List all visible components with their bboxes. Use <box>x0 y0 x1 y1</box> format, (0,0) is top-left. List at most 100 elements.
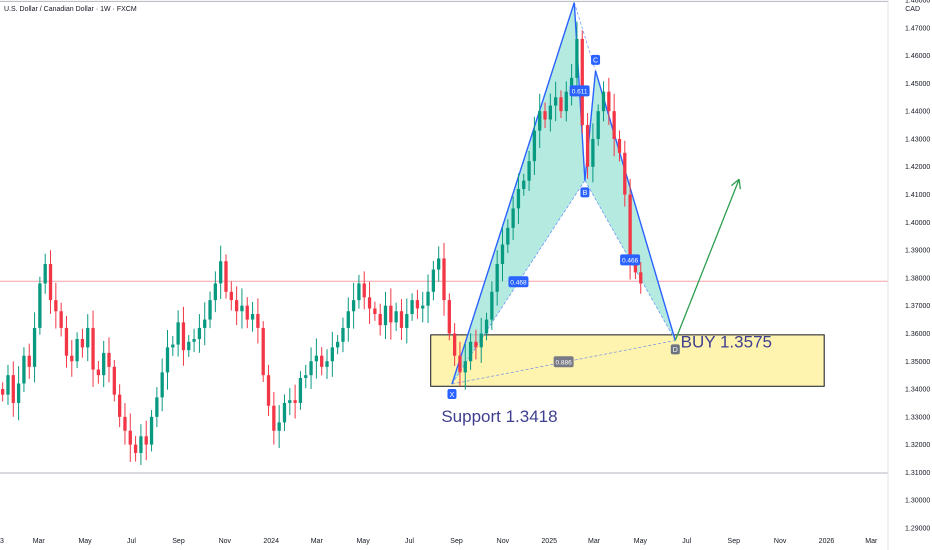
y-tick-label: 1.48000 <box>905 0 930 5</box>
ratio-label: 0.466 <box>622 258 639 265</box>
candle-body <box>48 264 53 301</box>
x-tick-label: May <box>78 538 92 545</box>
x-tick-label: 2026 <box>819 538 835 545</box>
pattern-point-badge <box>447 389 457 400</box>
support-annotation: Support 1.3418 <box>441 407 557 426</box>
candle-body <box>314 355 319 362</box>
candle-body <box>11 375 15 403</box>
candle-body <box>399 311 404 328</box>
candle-body <box>272 405 276 431</box>
candle-body <box>22 355 26 384</box>
y-tick-label: 1.43000 <box>905 136 930 143</box>
candle-body <box>96 369 101 376</box>
ratio-label: 0.611 <box>572 89 588 96</box>
candle-body <box>452 333 457 356</box>
candle-body <box>224 261 228 292</box>
candle-body <box>601 91 606 112</box>
candle-body <box>607 91 611 112</box>
ratio-label: 0.886 <box>556 360 573 367</box>
candle-body <box>378 314 382 326</box>
y-tick-label: 1.41000 <box>905 192 930 199</box>
candle-body <box>282 402 287 423</box>
candle-body <box>304 375 308 378</box>
candle-body <box>527 161 531 181</box>
candle-body <box>250 314 255 320</box>
y-tick-label: 1.32000 <box>905 442 930 449</box>
candle-body <box>437 258 441 270</box>
x-tick-label: 2025 <box>541 538 557 545</box>
candle-body <box>27 355 31 367</box>
x-tick-label: Nov <box>219 538 232 545</box>
pattern-point-label: B <box>583 190 588 197</box>
candle-body <box>197 327 202 340</box>
y-tick-label: 1.42000 <box>905 164 930 171</box>
candle-body <box>107 352 111 367</box>
candle-body <box>362 283 366 298</box>
pattern-ratio-line <box>451 340 676 385</box>
candle-body <box>623 152 627 195</box>
candle-body <box>490 291 494 320</box>
candle-body <box>229 291 233 301</box>
candle-body <box>75 339 79 362</box>
candle-body <box>591 138 595 167</box>
candlesticks <box>1 21 643 466</box>
chart-title: U.S. Dollar / Canadian Dollar · 1W · FXC… <box>4 6 137 13</box>
ratio-badge <box>508 276 529 288</box>
candle-body <box>261 327 265 376</box>
pattern-point-badge <box>580 187 590 198</box>
arrow-head <box>738 179 741 190</box>
candle-body <box>463 361 467 373</box>
candle-body <box>176 322 180 345</box>
candle-body <box>336 341 340 348</box>
support-zone <box>430 334 825 387</box>
candle-body <box>64 327 69 356</box>
pattern-leg <box>451 2 575 385</box>
buy-annotation: BUY 1.3575 <box>681 332 772 351</box>
candle-body <box>628 194 632 264</box>
y-tick-label: 1.37000 <box>905 303 930 310</box>
candle-body <box>447 300 451 334</box>
candle-body <box>1 389 5 395</box>
candle-body <box>538 111 542 131</box>
pattern-point-badge <box>591 54 601 65</box>
candle-body <box>516 188 521 209</box>
candle-body <box>80 339 85 348</box>
pattern-point-label: D <box>673 347 678 354</box>
candle-body <box>474 341 478 348</box>
candle-body <box>309 361 313 376</box>
pattern-ratio-line <box>573 2 596 71</box>
candle-body <box>341 327 345 342</box>
candle-body <box>468 341 473 362</box>
candle-body <box>580 38 584 126</box>
candle-body <box>421 305 425 309</box>
candle-body <box>144 436 148 445</box>
y-tick-label: 1.44000 <box>905 109 930 116</box>
x-tick-label: 23 <box>0 538 4 545</box>
pattern-point-label: C <box>593 58 598 65</box>
x-axis: 23 Mar May Jul Sep Nov 2024 Mar May Jul Sep Nov 2025… <box>0 538 878 545</box>
x-tick-label: 2024 <box>263 538 279 545</box>
y-tick-label: 1.38000 <box>905 275 930 282</box>
candle-body <box>171 344 175 348</box>
candle-body <box>234 300 239 312</box>
candle-body <box>32 327 37 367</box>
candle-body <box>59 311 63 328</box>
candle-body <box>256 314 260 328</box>
y-tick-label: 1.36000 <box>905 331 930 338</box>
candle-body <box>325 361 329 367</box>
y-tick-label: 1.39000 <box>905 248 930 255</box>
candle-body <box>187 341 191 351</box>
y-tick-label: 1.35000 <box>905 359 930 366</box>
candle-body <box>192 339 196 342</box>
candle-body <box>240 305 244 312</box>
candle-body <box>442 258 446 301</box>
candle-body <box>351 300 356 312</box>
candle-body <box>70 355 74 362</box>
y-tick-label: 1.40000 <box>905 220 930 227</box>
candle-body <box>91 327 95 370</box>
candle-body <box>203 319 207 328</box>
horizontal-levels <box>0 0 888 474</box>
candle-body <box>532 130 537 162</box>
candle-body <box>293 400 297 403</box>
